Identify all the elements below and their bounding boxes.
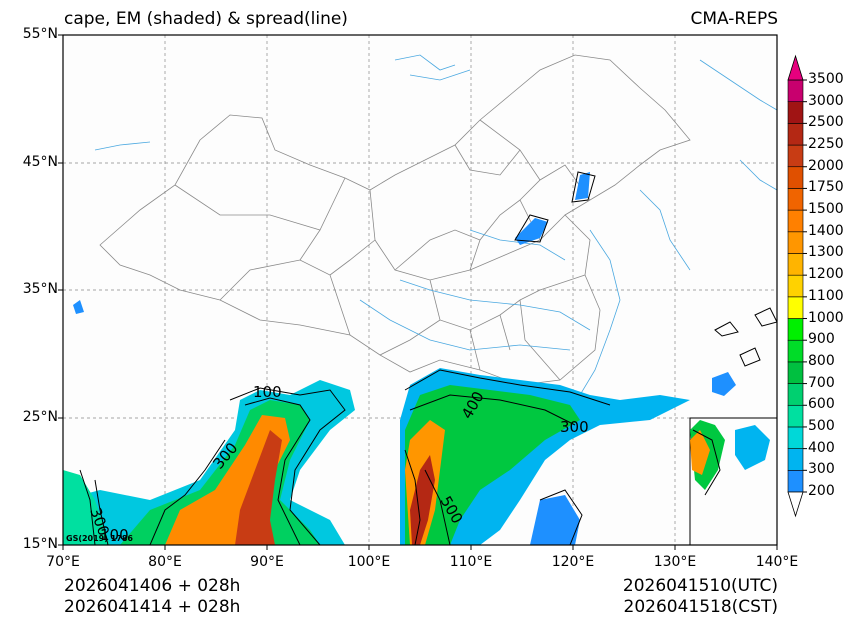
- cape-region-bengal-red: [235, 430, 282, 545]
- contour-label: 100: [253, 383, 282, 401]
- lat-label: 15°N: [22, 536, 58, 552]
- colorbar-label: 400: [808, 439, 835, 456]
- colorbar-band: [787, 123, 804, 146]
- lon-label: 140°E: [755, 554, 799, 570]
- colorbar-band: [787, 383, 804, 406]
- valid-time-cst: 2026041518(CST): [623, 597, 778, 617]
- cape-region-west-dot: [73, 300, 84, 314]
- contour-label: 100: [100, 526, 129, 544]
- colorbar-label: 600: [808, 396, 835, 413]
- colorbar-label: 900: [808, 331, 835, 348]
- colorbar-label: 3500: [808, 71, 844, 87]
- colorbar-label: 1100: [808, 287, 844, 304]
- cape-region-east-sea: [530, 495, 580, 545]
- lon-label: 120°E: [551, 554, 595, 570]
- lon-label: 130°E: [653, 554, 697, 570]
- cape-region-arabian: [63, 470, 110, 545]
- lat-label: 55°N: [22, 26, 58, 42]
- colorbar-band: [787, 231, 804, 254]
- inset-cape-orange: [690, 430, 710, 475]
- province-borders: [99, 54, 691, 386]
- colorbar-label: 1300: [808, 244, 844, 261]
- init-time-utc: 2026041406 + 028h: [64, 576, 241, 596]
- colorbar: [787, 54, 807, 518]
- colorbar-band: [787, 144, 804, 168]
- colorbar-label: 1000: [808, 309, 844, 326]
- cape-region-north-1: [515, 218, 548, 245]
- colorbar-label: 800: [808, 352, 835, 369]
- model-name: CMA-REPS: [690, 9, 778, 29]
- colorbar-band: [787, 426, 804, 449]
- cape-shading: [63, 172, 736, 545]
- valid-time-utc: 2026041510(UTC): [622, 576, 778, 596]
- map-review-number: GS(2019) 1786: [66, 534, 133, 543]
- cape-region-taiwan: [712, 372, 736, 396]
- colorbar-label: 300: [808, 461, 835, 478]
- colorbar-label: 1400: [808, 222, 844, 239]
- colorbar-label: 1750: [808, 179, 844, 196]
- colorbar-extend-max: [787, 54, 804, 81]
- colorbar-band: [787, 296, 804, 319]
- lon-label: 100°E: [347, 554, 391, 570]
- colorbar-band: [787, 101, 804, 124]
- lat-label: 35°N: [22, 281, 58, 297]
- init-time-cst: 2026041414 + 028h: [64, 597, 241, 617]
- colorbar-label: 500: [808, 417, 835, 434]
- colorbar-extend-min: [787, 491, 804, 518]
- colorbar-label: 700: [808, 374, 835, 391]
- colorbar-label: 2000: [808, 157, 844, 174]
- colorbar-band: [787, 253, 804, 276]
- lon-label: 90°E: [250, 554, 284, 570]
- colorbar-label: 1200: [808, 266, 844, 283]
- lat-label: 45°N: [22, 154, 58, 170]
- inset-contour: [692, 429, 721, 496]
- lon-label: 80°E: [148, 554, 182, 570]
- colorbar-band: [787, 79, 804, 102]
- colorbar-band: [787, 361, 804, 384]
- colorbar-band: [787, 404, 804, 428]
- cape-region-south-china-green: [405, 385, 580, 545]
- colorbar-band: [787, 339, 804, 363]
- contour-label: 300: [560, 418, 589, 436]
- lon-label: 110°E: [449, 554, 493, 570]
- axis-ticks: [58, 34, 778, 550]
- colorbar-label: 1500: [808, 201, 844, 218]
- colorbar-band: [787, 318, 804, 341]
- colorbar-band: [787, 209, 804, 233]
- cape-region-north-2: [575, 172, 590, 200]
- colorbar-band: [787, 470, 804, 493]
- colorbar-label: 200: [808, 483, 835, 499]
- lon-label: 70°E: [46, 554, 80, 570]
- colorbar-label: 2500: [808, 114, 844, 131]
- spread-contours: [79, 171, 777, 545]
- colorbar-band: [787, 188, 804, 211]
- colorbar-band: [787, 166, 804, 189]
- colorbar-label: 2250: [808, 136, 844, 153]
- inset-cape-blue: [735, 425, 770, 470]
- colorbar-band: [787, 448, 804, 471]
- lat-label: 25°N: [22, 409, 58, 425]
- colorbar-label: 3000: [808, 92, 844, 109]
- colorbar-band: [787, 274, 804, 298]
- map-title: cape, EM (shaded) & spread(line): [64, 9, 348, 29]
